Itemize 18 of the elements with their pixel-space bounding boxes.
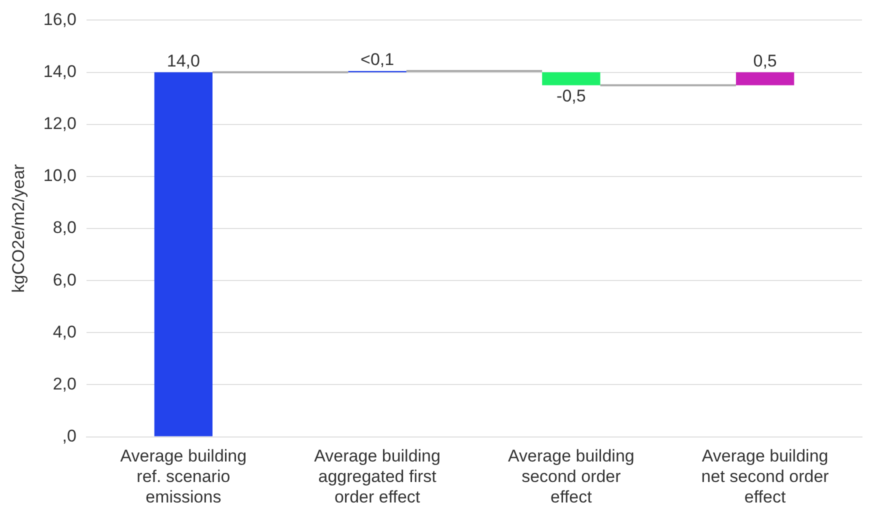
data-label: -0,5 <box>556 86 586 106</box>
y-tick-label: 6,0 <box>52 270 76 290</box>
data-label: 0,5 <box>753 51 777 70</box>
y-tick-label: 12,0 <box>43 114 76 134</box>
data-label: 14,0 <box>166 51 200 70</box>
data-label: <0,1 <box>360 50 394 70</box>
x-tick-label: Average building net second order effect <box>701 446 830 506</box>
y-tick-label: 2,0 <box>52 374 76 394</box>
y-tick-label: 16,0 <box>43 10 76 29</box>
x-tick-label: Average building ref. scenario emissions <box>120 446 247 506</box>
y-tick-label: 10,0 <box>43 166 76 186</box>
x-tick-label: Average building aggregated first order effect <box>314 446 440 506</box>
x-tick-label: Average building second order effect <box>508 446 634 506</box>
y-tick-label: 4,0 <box>52 322 76 342</box>
y-tick-label: ,0 <box>62 426 76 446</box>
y-axis-title: kgCO2e/m2/year <box>8 164 28 293</box>
y-tick-label: 14,0 <box>43 62 76 81</box>
y-tick-label: 8,0 <box>52 218 76 238</box>
